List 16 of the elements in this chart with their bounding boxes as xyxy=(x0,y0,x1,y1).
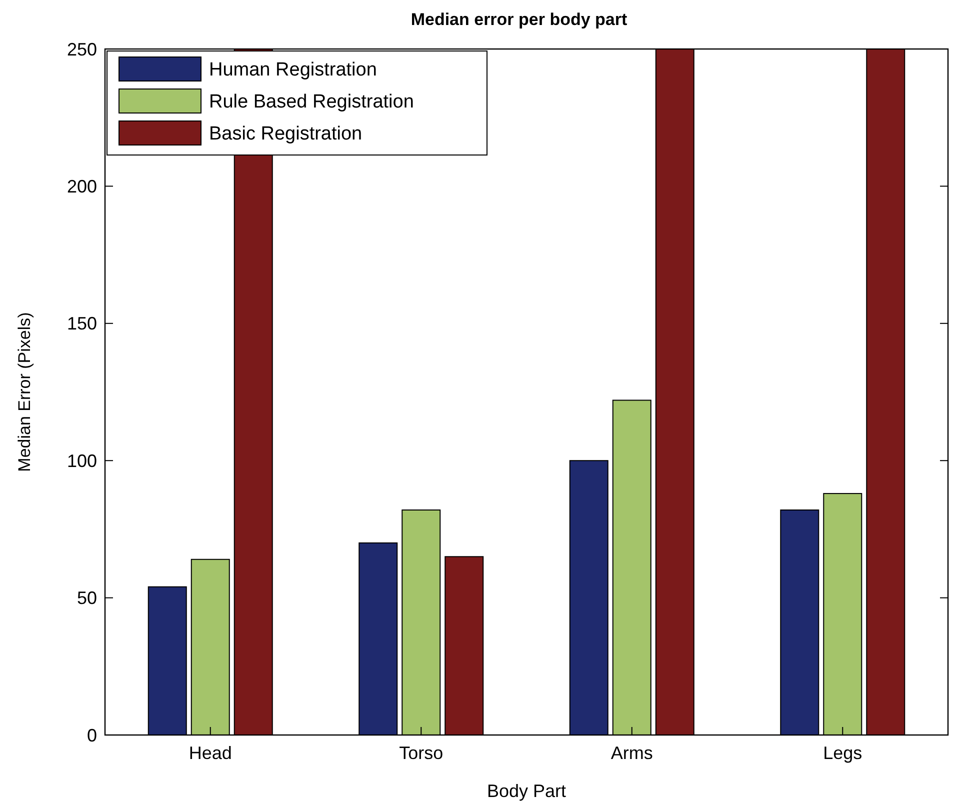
y-tick-label: 100 xyxy=(66,450,97,471)
x-axis-title: Body Part xyxy=(486,781,566,801)
y-axis-title: Median Error (Pixels) xyxy=(15,312,34,472)
y-tick-label: 0 xyxy=(86,725,97,746)
x-tick-label: Legs xyxy=(823,743,862,763)
legend-label: Rule Based Registration xyxy=(209,92,414,113)
y-tick-label: 200 xyxy=(66,176,97,196)
y-tick-label: 150 xyxy=(66,314,97,334)
y-tick-label: 250 xyxy=(66,39,97,60)
legend-label: Human Registration xyxy=(209,60,377,81)
chart-title: Median error per body part xyxy=(410,10,628,29)
y-tick-label: 50 xyxy=(76,588,97,608)
x-tick-label: Torso xyxy=(399,743,444,763)
legend-label: Basic Registration xyxy=(209,124,362,145)
x-tick-label: Arms xyxy=(610,743,653,763)
x-tick-label: Head xyxy=(188,743,232,763)
